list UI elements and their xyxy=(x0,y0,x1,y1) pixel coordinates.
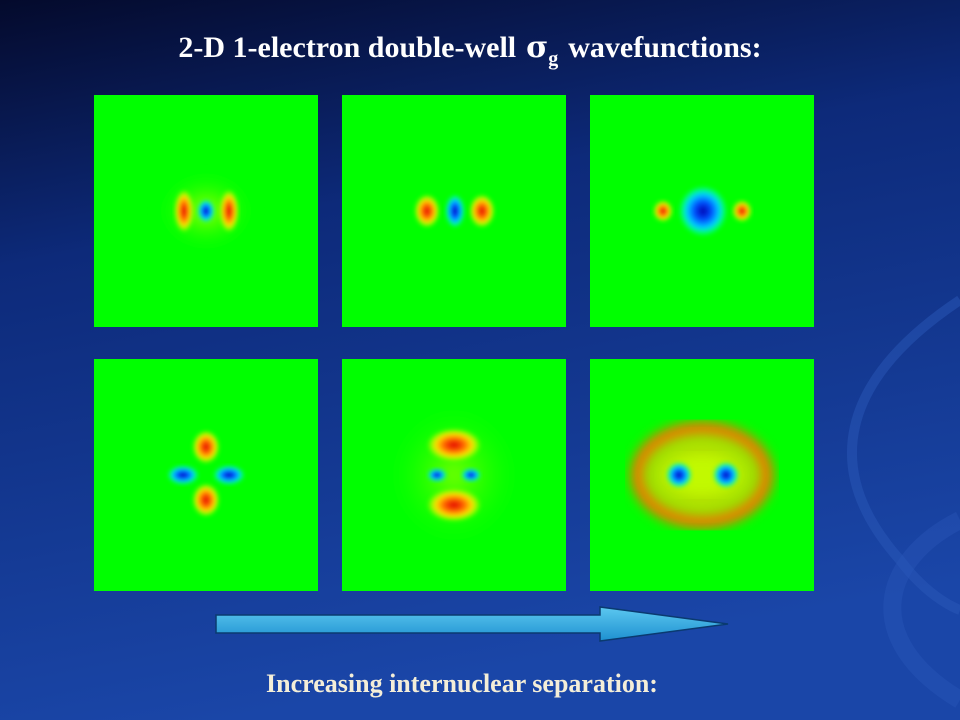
slide-title: 2-D 1-electron double-well σg wavefunction… xyxy=(178,30,761,70)
wavefunction-panel xyxy=(590,95,814,327)
decor-swoosh xyxy=(847,295,960,615)
title-symbol: σ xyxy=(526,30,548,65)
wavefunction-panel xyxy=(342,359,566,591)
caption: Increasing internuclear separation: xyxy=(266,669,658,698)
title-subscript: g xyxy=(548,48,558,70)
wavefunction-panel xyxy=(590,359,814,591)
wavefunction-panel xyxy=(342,95,566,327)
wavefunction-panel xyxy=(94,359,318,591)
decor-swoosh xyxy=(883,511,960,708)
wavefunction-panel xyxy=(94,95,318,327)
title-tail: wavefunctions: xyxy=(568,31,761,64)
separation-arrow xyxy=(215,606,729,642)
title-main: 2-D 1-electron double-well xyxy=(178,31,516,64)
